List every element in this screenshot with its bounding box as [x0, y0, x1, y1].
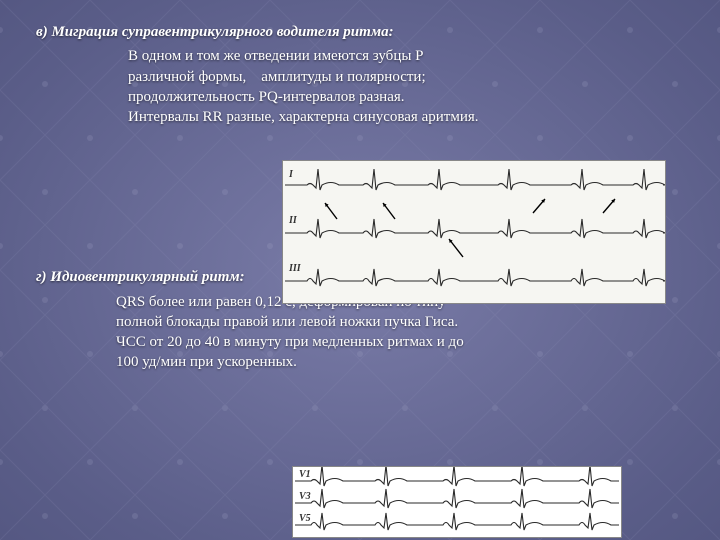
svg-text:V3: V3: [299, 491, 311, 502]
text-line: В одном и том же отведении имеются зубцы…: [128, 46, 680, 66]
text-line: различной формы, амплитуды и полярности;: [128, 67, 680, 87]
svg-text:V5: V5: [299, 513, 311, 524]
text-line: продолжительность PQ-интервалов разная.: [128, 87, 680, 107]
section-c-heading: в) Миграция суправентрикулярного водител…: [36, 22, 680, 42]
ecg-figure-2: V1 V3 V5: [292, 466, 622, 538]
svg-text:V1: V1: [299, 469, 311, 480]
text-line: ЧСС от 20 до 40 в минуту при медленных р…: [116, 332, 680, 352]
text-line: Интервалы RR разные, характерна синусова…: [128, 107, 680, 127]
svg-text:II: II: [288, 215, 298, 226]
ecg-figure-1: IIIIII: [282, 160, 666, 304]
text-line: 100 уд/мин при ускоренных.: [116, 352, 680, 372]
text-line: полной блокады правой или левой ножки пу…: [116, 312, 680, 332]
svg-text:III: III: [288, 263, 302, 274]
section-c-body: В одном и том же отведении имеются зубцы…: [128, 46, 680, 127]
